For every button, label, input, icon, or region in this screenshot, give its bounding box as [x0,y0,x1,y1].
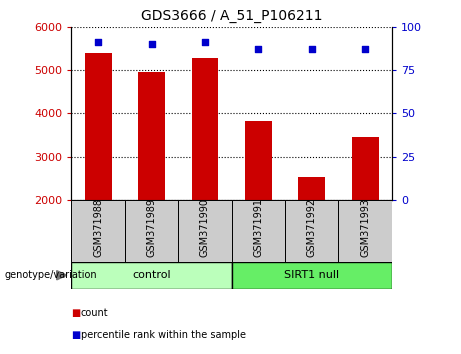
Text: GSM371989: GSM371989 [147,198,157,257]
Bar [298,177,325,287]
Bar [352,137,378,287]
Text: count: count [81,308,108,318]
FancyBboxPatch shape [71,262,231,289]
Point [308,46,315,52]
Text: GSM371992: GSM371992 [307,198,317,257]
Text: control: control [132,270,171,280]
FancyBboxPatch shape [71,200,125,262]
Bar [192,58,219,287]
Text: GSM371991: GSM371991 [254,198,263,257]
Text: ■: ■ [71,330,81,339]
Bar [85,53,112,287]
FancyBboxPatch shape [338,200,392,262]
Text: genotype/variation: genotype/variation [5,270,97,280]
FancyBboxPatch shape [178,200,231,262]
Point [361,46,369,52]
Bar [245,121,272,287]
Point [201,39,209,45]
Text: percentile rank within the sample: percentile rank within the sample [81,330,246,339]
Text: GSM371993: GSM371993 [360,198,370,257]
FancyBboxPatch shape [125,200,178,262]
FancyBboxPatch shape [231,262,392,289]
Text: ■: ■ [71,308,81,318]
Point [148,41,155,47]
Text: GSM371988: GSM371988 [93,198,103,257]
Text: GSM371990: GSM371990 [200,198,210,257]
Title: GDS3666 / A_51_P106211: GDS3666 / A_51_P106211 [141,9,322,23]
Bar [138,72,165,287]
Point [95,39,102,45]
FancyBboxPatch shape [231,200,285,262]
Polygon shape [57,270,67,280]
Text: SIRT1 null: SIRT1 null [284,270,339,280]
Point [254,46,262,52]
FancyBboxPatch shape [285,200,338,262]
